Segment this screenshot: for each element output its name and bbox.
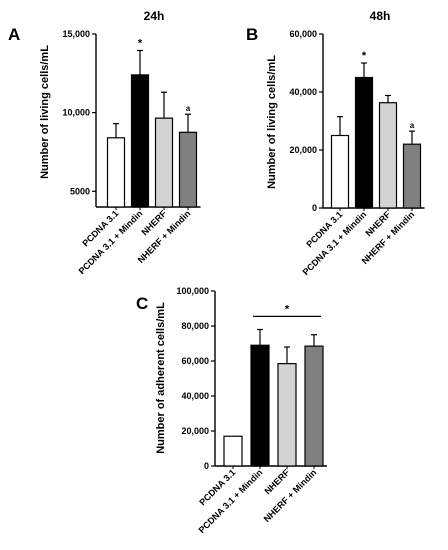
panel-c-letter: C — [136, 294, 148, 313]
panel-c-ytick-label: 80,000 — [181, 321, 209, 331]
panel-c-ylabel: Number of adherent cells/mL — [155, 302, 167, 454]
panel-b-ytick-label: 60,000 — [289, 29, 317, 39]
panel-a-bar — [178, 131, 198, 208]
panel-b-title: 48h — [370, 9, 391, 23]
panel-b-ytick-label: 40,000 — [289, 87, 317, 97]
panel-c-bracket-label: * — [285, 303, 290, 315]
panel-c: C Number of adherent cells/mL 0 20,000 40,… — [136, 286, 327, 535]
panel-c-bar — [223, 435, 243, 467]
panel-c-ytick-label: 60,000 — [181, 356, 209, 366]
panel-a-bar — [154, 117, 174, 208]
panel-b-significance-label: * — [362, 50, 367, 62]
panel-b-ylabel: Number of living cells/mL — [266, 55, 278, 189]
panel-a-ylabel: Number of living cells/mL — [39, 45, 51, 179]
panel-a-bar — [106, 137, 126, 208]
panel-c-bar — [250, 344, 270, 467]
panel-b-bar — [402, 143, 422, 209]
panel-b-bar — [378, 102, 398, 209]
panel-b: B 48h Number of living cells/mL 0 20,000 4… — [246, 9, 425, 277]
panel-b-significance-label: a — [410, 121, 415, 130]
panel-b-letter: B — [246, 25, 258, 44]
panel-a-ytick-label: 10,000 — [62, 108, 90, 118]
panel-c-ytick-label: 40,000 — [181, 391, 209, 401]
panel-a: A 24h Number of living cells/mL 5000 10,0… — [8, 9, 201, 276]
panel-c-ytick-label: 0 — [204, 461, 209, 471]
panel-a-ytick-label: 5000 — [70, 186, 90, 196]
panel-b-ytick-label: 20,000 — [289, 145, 317, 155]
panel-c-bar — [304, 345, 324, 467]
panel-a-title: 24h — [144, 9, 165, 23]
panel-a-significance-label: * — [138, 38, 143, 50]
panel-a-bar — [130, 74, 150, 208]
panel-a-ytick-label: 15,000 — [62, 29, 90, 39]
panel-c-category-label: NHERF + Mindin — [262, 467, 319, 524]
panel-c-ytick-label: 20,000 — [181, 426, 209, 436]
panel-a-significance-label: a — [186, 104, 191, 113]
panel-c-ytick-label: 100,000 — [176, 286, 209, 296]
panel-b-bar — [354, 76, 374, 209]
panel-c-bar — [277, 363, 297, 467]
panel-b-ytick-label: 0 — [312, 203, 317, 213]
panel-a-letter: A — [8, 25, 20, 44]
panel-b-bar — [330, 134, 350, 209]
